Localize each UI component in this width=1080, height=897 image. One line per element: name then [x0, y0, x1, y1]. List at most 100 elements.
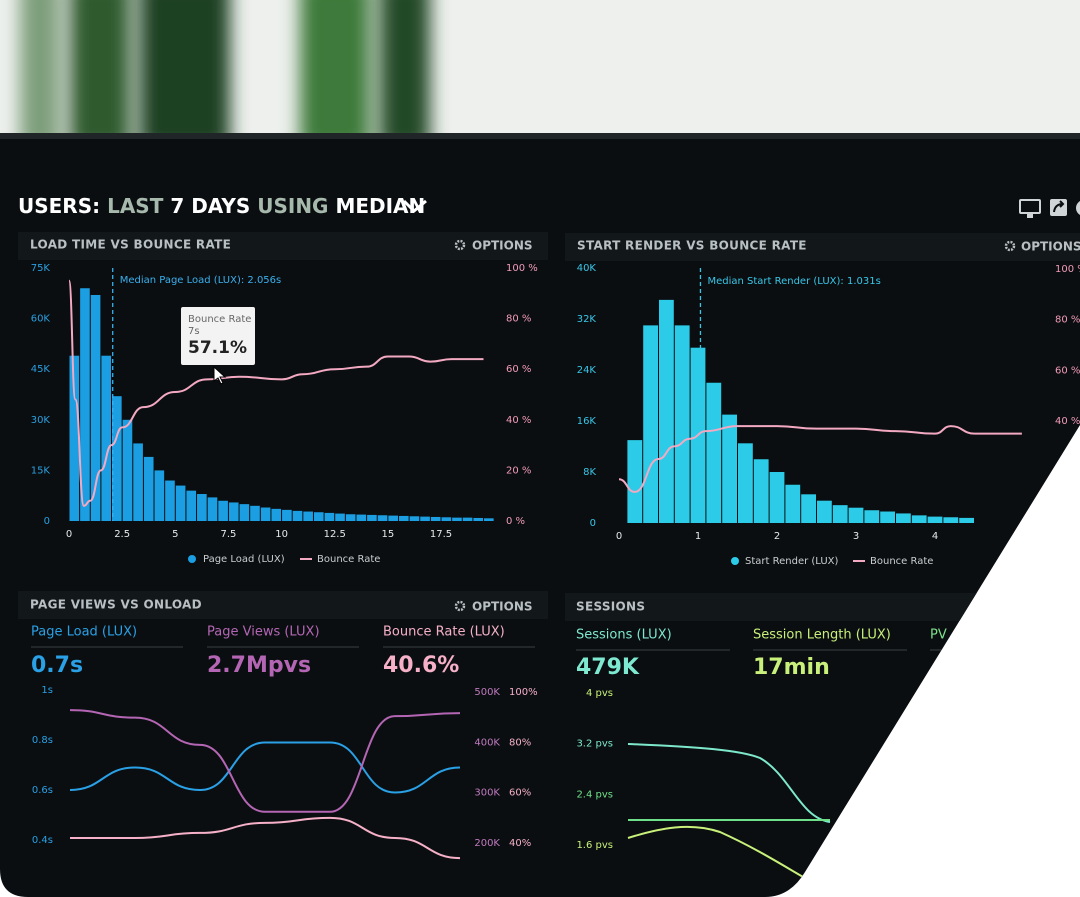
- legend-swatch: [188, 555, 196, 563]
- bar: [228, 502, 239, 521]
- y2-tick-label: 60 %: [1055, 365, 1080, 376]
- metric-value: 479K: [576, 655, 640, 680]
- bar: [292, 510, 303, 521]
- y2-tick-label: 20 %: [506, 465, 531, 476]
- panel-title: PAGE VIEWS VS ONLOAD: [30, 598, 202, 612]
- x-tick-label: 17.5: [430, 529, 452, 540]
- bar: [769, 472, 785, 523]
- bar: [943, 517, 959, 523]
- bar: [473, 517, 484, 521]
- bounce-rate-line: [68, 279, 484, 507]
- bar: [303, 511, 313, 521]
- x-tick-label: 12.5: [324, 529, 346, 540]
- metric-value: 40.6%: [383, 653, 459, 678]
- x-tick-label: 7.5: [220, 529, 236, 540]
- y-tick-label: 1.6 pvs: [576, 840, 613, 851]
- y-tick-label: 0: [590, 518, 596, 529]
- bar: [282, 509, 292, 521]
- y2-tick-label: 0 %: [506, 516, 525, 527]
- legend-swatch: [731, 557, 739, 565]
- header-title: USERS: LAST 7 DAYS USING MEDIAN: [18, 194, 425, 218]
- y2-tick-label: 100 %: [506, 263, 538, 274]
- y-tick-label: 30K: [31, 415, 51, 426]
- x-tick-label: 2.5: [114, 529, 130, 540]
- monitor-icon[interactable]: [1019, 199, 1041, 218]
- gear-icon[interactable]: [1004, 240, 1016, 252]
- bar: [356, 514, 367, 521]
- y2-tick-label: 300K: [474, 788, 500, 799]
- bar: [674, 325, 690, 523]
- y3-tick-label: 40%: [509, 838, 531, 849]
- x-tick-label: 2: [774, 531, 780, 542]
- options-button[interactable]: OPTIONS: [472, 239, 533, 253]
- x-tick-label: 0: [616, 531, 622, 542]
- bezel: [0, 133, 1080, 139]
- panel-header: [565, 233, 1080, 261]
- bar: [122, 419, 133, 521]
- y-tick-label: 45K: [31, 364, 51, 375]
- share-icon[interactable]: [1050, 199, 1067, 216]
- metric-value: 0.7s: [31, 653, 83, 678]
- metric-name: Page Load (LUX): [31, 625, 137, 640]
- bar: [345, 514, 356, 521]
- bar: [452, 517, 462, 521]
- y-tick-label: 2.4 pvs: [576, 789, 613, 800]
- bar: [367, 514, 377, 521]
- bar: [207, 497, 218, 521]
- metric-name: Bounce Rate (LUX): [383, 625, 505, 640]
- tooltip: [181, 307, 255, 365]
- y2-tick-label: 80 %: [1055, 315, 1080, 326]
- median-annotation: Median Page Load (LUX): 2.056s: [120, 275, 282, 286]
- dropdown-chevron[interactable]: [402, 199, 427, 214]
- x-tick-label: 10: [275, 529, 288, 540]
- metric-name: PV: [930, 628, 947, 643]
- bar: [313, 512, 324, 521]
- y-tick-label: 24K: [577, 365, 597, 376]
- tooltip-value: 57.1%: [188, 338, 247, 358]
- y-tick-label: 4 pvs: [586, 688, 613, 699]
- bar: [271, 508, 282, 521]
- x-tick-label: 5: [172, 529, 178, 540]
- y2-tick-label: 40 %: [506, 415, 531, 426]
- sessions-line: [627, 825, 813, 883]
- options-button[interactable]: OPTIONS: [472, 600, 533, 614]
- options-button[interactable]: OPTIONS: [1021, 240, 1080, 254]
- gear-icon[interactable]: [454, 239, 466, 251]
- sessions-line: [627, 743, 831, 823]
- bar: [627, 440, 643, 523]
- bar: [143, 456, 154, 521]
- x-tick-label: 0: [66, 529, 72, 540]
- y2-tick-label: 100 %: [1055, 264, 1080, 275]
- y-tick-label: 1s: [41, 685, 53, 696]
- bar: [753, 459, 769, 523]
- tooltip-title: Bounce Rate: [188, 314, 251, 325]
- y-tick-label: 0: [44, 516, 50, 527]
- y2-tick-label: 400K: [474, 737, 500, 748]
- bounce-rate-line: [618, 425, 1022, 493]
- bar: [239, 504, 250, 521]
- metric-name: Sessions (LUX): [576, 628, 672, 643]
- legend-label: Bounce Rate: [870, 556, 933, 567]
- bar: [738, 443, 753, 523]
- title-part: USING: [257, 194, 328, 218]
- bar: [80, 288, 90, 521]
- panel-header: [18, 591, 548, 619]
- bar: [197, 494, 207, 521]
- x-tick-label: 15: [381, 529, 394, 540]
- gear-icon[interactable]: [454, 600, 466, 612]
- tooltip-x: 7s: [188, 326, 200, 337]
- bar: [959, 517, 974, 523]
- bar: [69, 355, 80, 521]
- y2-tick-label: 40 %: [1055, 416, 1080, 427]
- title-part: USERS:: [18, 194, 100, 218]
- bar: [911, 515, 927, 523]
- bar: [462, 517, 473, 521]
- y-tick-label: 0.8s: [32, 735, 53, 746]
- metric-name: Session Length (LUX): [753, 628, 891, 643]
- cursor: [213, 365, 227, 385]
- y-tick-label: 0.4s: [32, 835, 53, 846]
- y3-tick-label: 60%: [509, 788, 531, 799]
- plant: [20, 0, 430, 150]
- y2-tick-label: 200K: [474, 838, 500, 849]
